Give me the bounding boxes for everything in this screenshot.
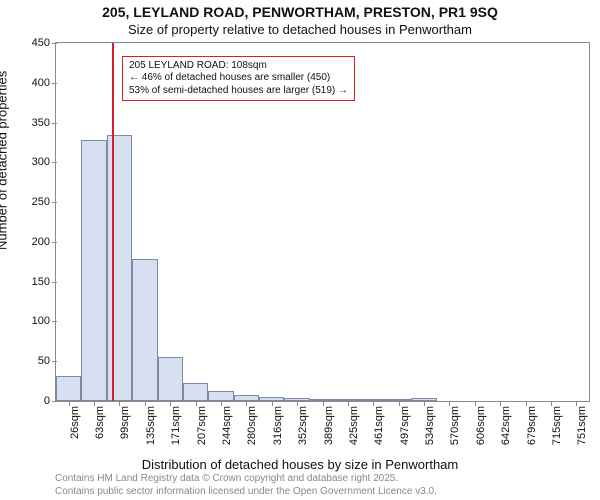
- y-tick-label: 300: [32, 156, 56, 168]
- x-tick-label: 171sqm: [170, 401, 182, 445]
- x-tick-label: 751sqm: [576, 401, 588, 445]
- x-tick-label: 606sqm: [475, 401, 487, 445]
- y-tick-label: 0: [44, 395, 56, 407]
- x-tick-label: 534sqm: [424, 401, 436, 445]
- y-tick-label: 400: [32, 77, 56, 89]
- property-size-chart: 205, LEYLAND ROAD, PENWORTHAM, PRESTON, …: [0, 0, 600, 500]
- x-tick-label: 389sqm: [323, 401, 335, 445]
- histogram-bar: [56, 376, 81, 401]
- annotation-line-1: 205 LEYLAND ROAD: 108sqm: [129, 60, 348, 73]
- histogram-bar: [81, 140, 106, 401]
- x-tick-label: 679sqm: [526, 401, 538, 445]
- x-tick-label: 280sqm: [246, 401, 258, 445]
- chart-title-address: 205, LEYLAND ROAD, PENWORTHAM, PRESTON, …: [0, 4, 600, 20]
- footer-line-1: Contains HM Land Registry data © Crown c…: [55, 473, 398, 484]
- x-tick-label: 135sqm: [145, 401, 157, 445]
- x-tick-label: 497sqm: [399, 401, 411, 445]
- x-tick-label: 642sqm: [500, 401, 512, 445]
- annotation-box: 205 LEYLAND ROAD: 108sqm← 46% of detache…: [122, 56, 355, 102]
- x-axis-label: Distribution of detached houses by size …: [0, 457, 600, 472]
- plot-area: 05010015020025030035040045026sqm63sqm99s…: [55, 42, 590, 402]
- annotation-line-2: ← 46% of detached houses are smaller (45…: [129, 72, 348, 85]
- y-tick-label: 50: [38, 355, 56, 367]
- histogram-bar: [183, 383, 208, 401]
- x-tick-label: 207sqm: [196, 401, 208, 445]
- x-tick-label: 715sqm: [551, 401, 563, 445]
- y-tick-label: 150: [32, 276, 56, 288]
- annotation-line-3: 53% of semi-detached houses are larger (…: [129, 85, 348, 98]
- x-tick-label: 63sqm: [94, 401, 106, 439]
- y-tick-label: 450: [32, 37, 56, 49]
- y-axis-label: Number of detached properties: [0, 71, 10, 250]
- x-tick-label: 316sqm: [272, 401, 284, 445]
- chart-title-sub: Size of property relative to detached ho…: [0, 22, 600, 37]
- y-tick-label: 200: [32, 236, 56, 248]
- y-tick-label: 250: [32, 196, 56, 208]
- x-tick-label: 461sqm: [373, 401, 385, 445]
- footer-line-2: Contains public sector information licen…: [55, 486, 437, 497]
- x-tick-label: 26sqm: [69, 401, 81, 439]
- reference-line: [112, 43, 114, 401]
- x-tick-label: 352sqm: [297, 401, 309, 445]
- y-tick-label: 350: [32, 117, 56, 129]
- x-tick-label: 570sqm: [449, 401, 461, 445]
- x-tick-label: 425sqm: [348, 401, 360, 445]
- y-tick-label: 100: [32, 315, 56, 327]
- histogram-bar: [107, 135, 132, 402]
- histogram-bar: [208, 391, 233, 401]
- histogram-bar: [132, 259, 157, 401]
- attribution-footer: Contains HM Land Registry data © Crown c…: [55, 473, 595, 498]
- histogram-bar: [158, 357, 183, 401]
- x-tick-label: 244sqm: [221, 401, 233, 445]
- x-tick-label: 99sqm: [119, 401, 131, 439]
